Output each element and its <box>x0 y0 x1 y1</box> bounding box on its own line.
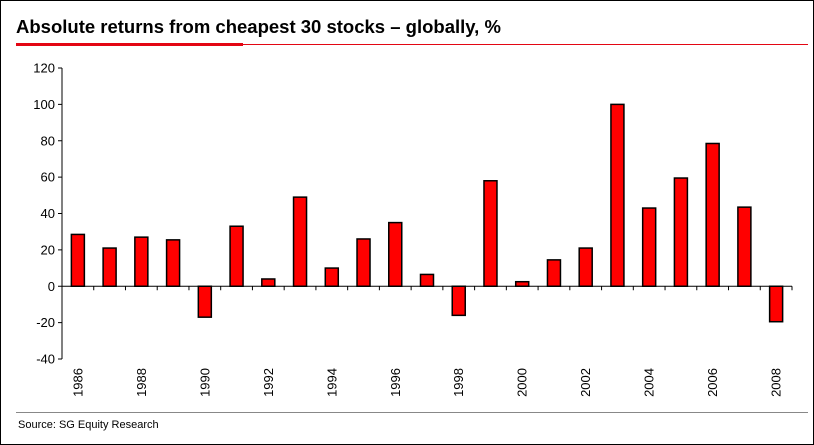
x-tick-label: 1990 <box>197 368 212 397</box>
bar-1988 <box>134 236 149 288</box>
y-tick-label: -20 <box>36 315 55 330</box>
x-tick-label: 1996 <box>388 368 403 397</box>
bar-2001 <box>546 259 562 287</box>
bar-1996 <box>388 221 403 287</box>
bar-1989 <box>165 239 181 287</box>
y-tick-label: 80 <box>41 133 55 148</box>
x-tick-label: 2006 <box>705 368 720 397</box>
bars <box>70 103 784 323</box>
x-tick-label: 2008 <box>769 368 784 397</box>
bar-2007 <box>737 206 752 287</box>
bar-1986 <box>70 233 86 287</box>
bar-2004 <box>641 207 657 287</box>
bar-2005 <box>673 177 689 287</box>
bar-2006 <box>705 142 720 287</box>
bar-1993 <box>292 196 308 288</box>
y-tick-label: 20 <box>41 242 55 257</box>
x-tick-label: 1988 <box>134 368 149 397</box>
y-tick-label: 60 <box>41 170 55 185</box>
bar-2008 <box>768 285 784 323</box>
x-tick-label: 1998 <box>451 368 466 397</box>
y-tick-label: 0 <box>48 279 55 294</box>
title-accent-bar <box>16 43 243 46</box>
y-tick-label: 120 <box>33 61 55 76</box>
y-axis: -40 -20 0 20 40 60 80 100 120 <box>33 61 63 367</box>
bar-1998 <box>451 285 466 317</box>
x-tick-label: 2004 <box>642 368 657 397</box>
y-tick-label: 100 <box>33 97 55 112</box>
source-note: Source: SG Equity Research <box>18 419 159 431</box>
x-tick-label: 2002 <box>578 368 593 397</box>
bar-1992 <box>261 278 276 288</box>
x-tick-label: 1992 <box>261 368 276 397</box>
chart-title: Absolute returns from cheapest 30 stocks… <box>16 16 501 37</box>
x-tick-label: 1986 <box>70 368 85 397</box>
source-divider <box>16 412 808 413</box>
y-tick-label: 40 <box>41 206 55 221</box>
bar-2003 <box>610 103 625 287</box>
bar-1999 <box>483 180 498 287</box>
x-tick-label: 2000 <box>515 368 530 397</box>
bar-1997 <box>419 273 435 288</box>
bar-2000 <box>514 280 530 287</box>
x-axis: 1986 1988 1990 1992 1994 1996 1998 2000 2002 2004… <box>61 285 793 397</box>
bar-1995 <box>356 238 371 287</box>
bar-1994 <box>324 267 340 287</box>
bar-1991 <box>229 225 244 287</box>
bar-2002 <box>578 247 593 287</box>
title-underline <box>16 44 808 45</box>
x-tick-label: 1994 <box>324 368 339 397</box>
bar-1990 <box>197 285 213 318</box>
y-tick-label: -40 <box>36 352 55 367</box>
bar-1987 <box>102 247 117 287</box>
